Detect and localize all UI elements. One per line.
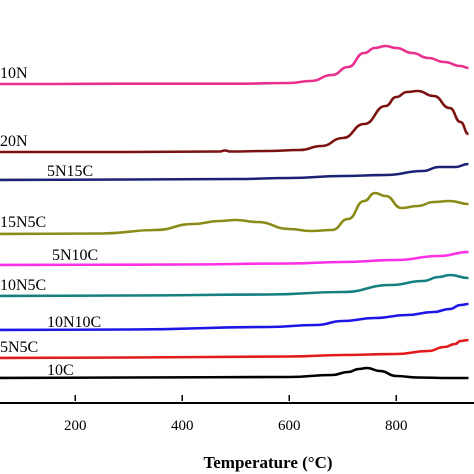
x-tick-label-400: 400 — [171, 418, 194, 434]
series-label-5n15c: 5N15C — [47, 163, 93, 180]
plot-frame — [0, 402, 474, 404]
x-tick-label-600: 600 — [278, 418, 301, 434]
series-label-10n10c: 10N10C — [47, 314, 101, 331]
series-label-15n5c: 15N5C — [0, 214, 46, 231]
x-axis-title: Temperature (°C) — [203, 453, 332, 472]
series-line-15n5c — [0, 191, 469, 236]
series-line-10n10c — [0, 302, 469, 332]
series-line-5n10c — [0, 250, 469, 267]
series-label-10c: 10C — [47, 362, 74, 379]
series-label-20n: 20N — [0, 133, 28, 150]
series-label-10n5c: 10N5C — [0, 277, 46, 294]
series-line-10c — [0, 366, 469, 380]
series-line-20n — [0, 89, 469, 154]
x-tick-label-200: 200 — [64, 418, 87, 434]
series-line-5n5c — [0, 338, 469, 360]
series-label-5n10c: 5N10C — [52, 247, 98, 264]
series-label-5n5c: 5N5C — [0, 339, 38, 356]
series-line-10n5c — [0, 273, 469, 298]
series-label-10n: 10N — [0, 65, 28, 82]
labels-layer: 10N 20N 5N15C 15N5C 5N10C 10N5C 10N10C 5N5C 10C — [0, 65, 101, 379]
ticks-layer: 200 400 600 800 — [64, 395, 408, 434]
x-tick-label-800: 800 — [385, 418, 408, 434]
series-line-5n15c — [0, 162, 469, 182]
series-line-10n — [0, 44, 469, 86]
series-layer — [0, 44, 469, 380]
